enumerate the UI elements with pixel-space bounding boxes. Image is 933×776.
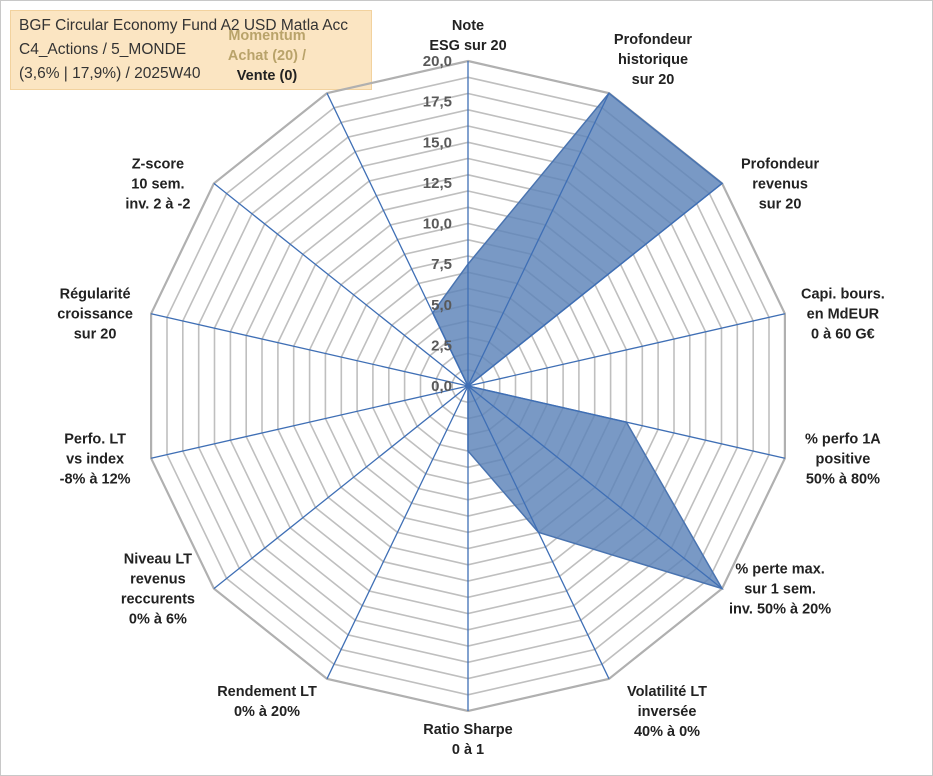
axis-label: revenus <box>752 176 808 192</box>
axis-label: sur 20 <box>632 72 675 88</box>
axis-label: historique <box>618 52 688 68</box>
axis-label: Vente (0) <box>237 68 298 84</box>
axis-label: Perfo. LT <box>64 431 126 447</box>
axis-label: Profondeur <box>614 32 692 48</box>
axis-labels: Note ESG sur 20 Profondeur historique sur 20… <box>57 18 885 758</box>
axis-label: Capi. bours. <box>801 287 885 303</box>
axis-spoke <box>326 92 469 387</box>
tick-label: 12,5 <box>423 175 452 192</box>
tick-label: 17,5 <box>423 94 452 111</box>
axis-label: % perfo 1A <box>805 431 881 447</box>
axis-label: Momentum <box>228 28 305 44</box>
axis-label: revenus <box>130 572 186 588</box>
axis-label: Niveau LT <box>124 552 192 568</box>
axis-label: en MdEUR <box>807 307 880 323</box>
axis-spoke <box>150 313 469 387</box>
axis-spoke <box>467 182 723 387</box>
fund-period: (3,6% | 17,9%) / 2025W40 <box>19 65 201 82</box>
axis-label: 50% à 80% <box>806 471 880 487</box>
tick-label: 15,0 <box>423 134 452 151</box>
axis-label: inversée <box>638 704 697 720</box>
axis-spoke <box>213 385 469 590</box>
axis-label: croissance <box>57 307 133 323</box>
axis-label: sur 20 <box>759 196 802 212</box>
axis-spoke <box>326 385 469 680</box>
axis-label: sur 20 <box>74 327 117 343</box>
axis-label: sur 1 sem. <box>744 582 816 598</box>
axis-spokes <box>150 61 786 711</box>
axis-label: 0 à 60 G€ <box>811 327 875 343</box>
axis-spoke <box>467 385 786 459</box>
axis-label: % perte max. <box>735 562 824 578</box>
tick-label: 7,5 <box>431 256 452 273</box>
fund-name: BGF Circular Economy Fund A2 USD Matla A… <box>19 17 349 34</box>
axis-label: Note <box>452 18 484 34</box>
axis-spoke <box>467 385 723 590</box>
axis-label: reccurents <box>121 592 195 608</box>
fund-info-box: BGF Circular Economy Fund A2 USD Matla A… <box>10 10 372 90</box>
axis-spoke <box>467 385 610 680</box>
axis-label: vs index <box>66 451 124 467</box>
fund-category: C4_Actions / 5_MONDE <box>19 41 187 58</box>
axis-spoke <box>467 313 786 387</box>
axis-label: Profondeur <box>741 156 819 172</box>
axis-spoke <box>467 92 610 387</box>
axis-label: Z-score <box>132 156 184 172</box>
axis-label: Volatilité LT <box>627 684 707 700</box>
axis-label: -8% à 12% <box>60 471 131 487</box>
axis-label: inv. 2 à -2 <box>125 196 190 212</box>
tick-label: 2,5 <box>431 337 452 354</box>
axis-spoke <box>150 385 469 459</box>
axis-label: Rendement LT <box>217 684 317 700</box>
tick-label: 0,0 <box>431 378 452 395</box>
axis-label: 10 sem. <box>131 176 184 192</box>
tick-label: 20,0 <box>423 53 452 70</box>
tick-labels: 0,0 2,5 5,0 7,5 10,0 12,5 15,0 17,5 20,0 <box>423 53 452 395</box>
tick-label: 10,0 <box>423 216 452 233</box>
axis-label: inv. 50% à 20% <box>729 602 831 618</box>
axis-label: 0% à 20% <box>234 704 300 720</box>
axis-label: ESG sur 20 <box>429 38 506 54</box>
axis-label: positive <box>816 451 871 467</box>
axis-label: 40% à 0% <box>634 724 700 740</box>
axis-label: Achat (20) / <box>228 48 306 64</box>
axis-spoke <box>213 182 469 387</box>
axis-label: Ratio Sharpe <box>423 722 512 738</box>
axis-label: 0 à 1 <box>452 742 484 758</box>
axis-label: 0% à 6% <box>129 612 187 628</box>
tick-label: 5,0 <box>431 297 452 314</box>
axis-label: Régularité <box>60 287 131 303</box>
